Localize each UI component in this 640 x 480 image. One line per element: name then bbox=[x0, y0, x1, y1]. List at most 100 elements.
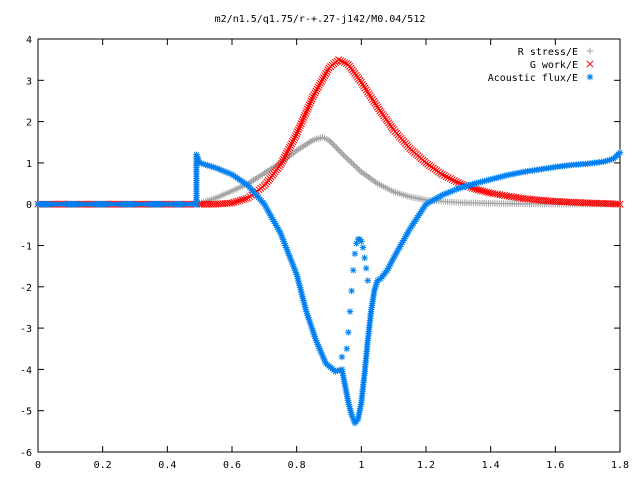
data-point bbox=[285, 145, 293, 154]
data-point bbox=[341, 153, 349, 160]
data-point bbox=[234, 197, 242, 205]
data-point bbox=[361, 254, 368, 262]
data-point bbox=[343, 155, 350, 162]
data-point bbox=[446, 175, 454, 183]
plot-frame bbox=[37, 38, 621, 453]
data-point bbox=[338, 353, 346, 361]
data-point bbox=[346, 308, 354, 315]
data-point bbox=[306, 99, 314, 107]
legend-marker bbox=[586, 47, 594, 55]
data-point bbox=[281, 151, 290, 159]
data-point bbox=[359, 244, 367, 251]
data-point bbox=[616, 149, 624, 156]
data-point bbox=[452, 178, 460, 186]
data-point bbox=[320, 73, 328, 82]
data-point bbox=[448, 176, 456, 184]
data-point bbox=[317, 77, 326, 85]
data-point bbox=[226, 199, 234, 207]
data-point bbox=[351, 250, 359, 257]
data-point bbox=[340, 59, 349, 67]
x-tick-label: 0.8 bbox=[288, 460, 306, 471]
data-point bbox=[328, 139, 336, 147]
data-point bbox=[238, 196, 246, 204]
data-point bbox=[345, 156, 352, 163]
data-point bbox=[440, 171, 448, 180]
data-point bbox=[301, 111, 309, 119]
data-point bbox=[356, 167, 363, 174]
data-point bbox=[444, 174, 452, 182]
data-point bbox=[479, 187, 487, 195]
data-point bbox=[290, 136, 298, 144]
data-point bbox=[232, 198, 240, 206]
data-point bbox=[351, 162, 359, 170]
legend: R stress/E G work/E Acoustic flux/E bbox=[488, 47, 594, 84]
data-point bbox=[339, 150, 346, 157]
data-point bbox=[300, 113, 308, 122]
data-point bbox=[358, 238, 365, 245]
x-tick-label: 0 bbox=[35, 460, 41, 471]
data-point bbox=[483, 188, 491, 196]
data-point bbox=[293, 130, 301, 138]
data-point bbox=[322, 70, 330, 78]
data-point bbox=[350, 267, 357, 274]
data-point bbox=[307, 97, 315, 105]
data-point bbox=[302, 107, 311, 115]
data-point bbox=[337, 148, 344, 156]
data-point bbox=[438, 170, 446, 179]
data-point bbox=[477, 186, 485, 195]
data-point bbox=[310, 91, 318, 99]
x-tick-label: 1.8 bbox=[611, 460, 629, 471]
y-tick-label: -1 bbox=[20, 242, 32, 253]
data-point bbox=[316, 79, 324, 87]
legend-label: R stress/E bbox=[518, 47, 578, 58]
data-point bbox=[348, 159, 355, 167]
data-point bbox=[336, 147, 343, 154]
legend-marker bbox=[586, 73, 594, 81]
data-point bbox=[292, 132, 300, 140]
data-point bbox=[315, 81, 323, 89]
data-point bbox=[287, 142, 295, 150]
data-point bbox=[337, 57, 345, 65]
data-point bbox=[295, 124, 303, 132]
data-point bbox=[278, 157, 287, 165]
data-point bbox=[302, 109, 310, 117]
data-point bbox=[332, 368, 339, 375]
data-point bbox=[364, 277, 371, 284]
x-tick-label: 1 bbox=[358, 460, 364, 471]
data-point bbox=[346, 158, 354, 165]
y-tick-label: 3 bbox=[26, 76, 32, 87]
data-point bbox=[309, 93, 317, 101]
data-point bbox=[318, 75, 327, 84]
y-tick-label: -5 bbox=[20, 407, 32, 418]
data-point bbox=[240, 195, 248, 203]
data-point bbox=[362, 265, 370, 272]
data-point bbox=[304, 103, 312, 111]
y-tick-label: -6 bbox=[20, 448, 32, 459]
y-tick-label: 4 bbox=[26, 35, 32, 46]
x-tick-label: 1.4 bbox=[482, 460, 500, 471]
legend-marker bbox=[586, 60, 594, 68]
data-point bbox=[236, 196, 244, 205]
data-point bbox=[308, 95, 316, 103]
data-point bbox=[325, 136, 333, 144]
data-point bbox=[331, 142, 339, 150]
data-point bbox=[312, 87, 320, 95]
data-point bbox=[314, 83, 322, 91]
x-tick-label: 1.2 bbox=[417, 460, 435, 471]
data-point bbox=[288, 140, 296, 148]
data-point bbox=[340, 152, 347, 159]
x-tick-label: 0.4 bbox=[158, 460, 176, 471]
y-tick-label: -4 bbox=[20, 365, 32, 376]
data-point bbox=[353, 164, 360, 171]
y-tick-label: 0 bbox=[26, 200, 32, 211]
y-tick-label: 1 bbox=[26, 159, 32, 170]
data-point bbox=[280, 153, 289, 161]
data-point bbox=[335, 56, 343, 64]
data-point bbox=[321, 72, 329, 80]
data-point bbox=[485, 188, 493, 197]
data-point bbox=[279, 155, 288, 163]
data-point bbox=[333, 144, 340, 151]
x-tick-label: 1.6 bbox=[546, 460, 564, 471]
data-point bbox=[294, 126, 303, 134]
data-point bbox=[284, 147, 292, 155]
